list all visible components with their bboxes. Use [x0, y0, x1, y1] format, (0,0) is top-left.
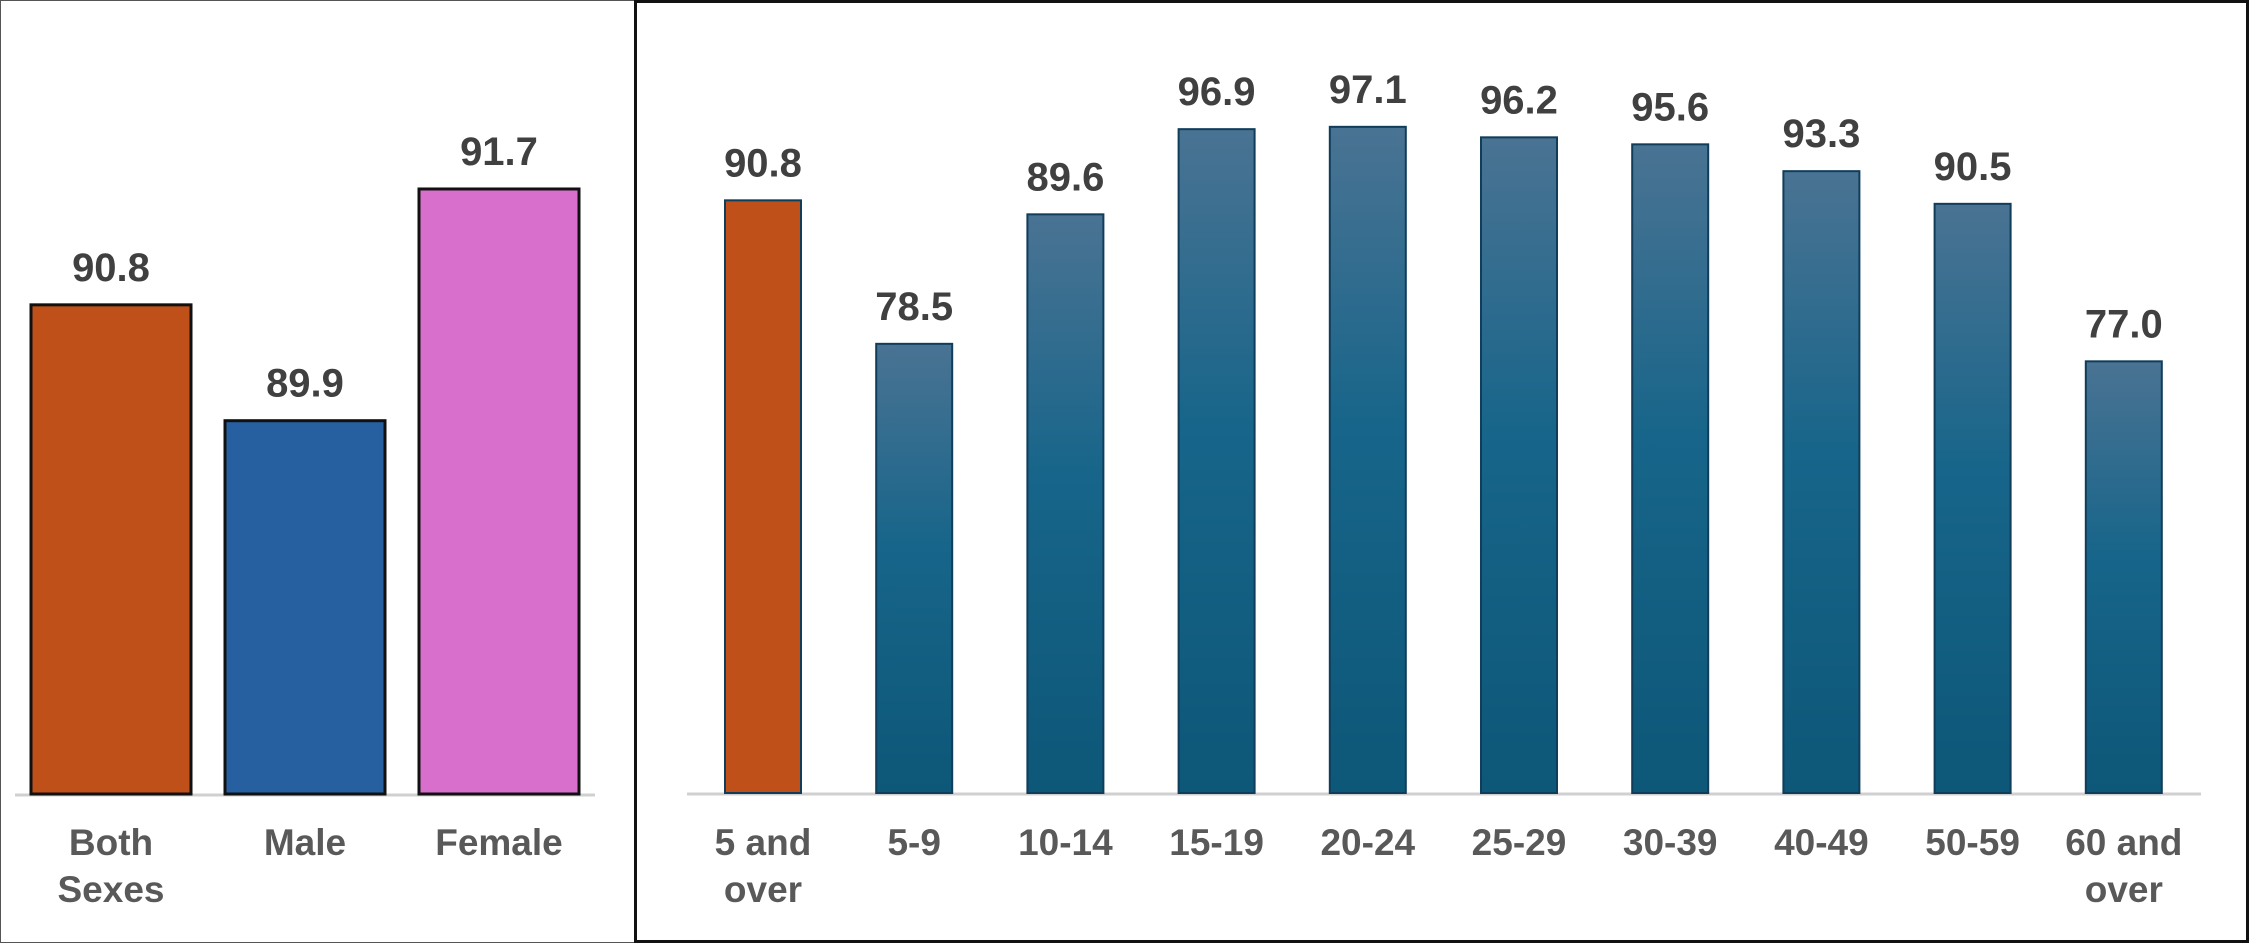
data-label-15-19: 96.9 — [1178, 70, 1256, 114]
tick-label-20-24: 20-24 — [1320, 822, 1415, 863]
tick-label-line: over — [724, 869, 802, 910]
tick-label-50-59: 50-59 — [1925, 822, 2020, 863]
age-bar-chart: 90.8 5 and over 78.5 5-9 89.6 10-14 96.9 15-19 97… — [687, 68, 2201, 910]
data-label-5-9: 78.5 — [875, 285, 953, 329]
bar-50-59 — [1933, 202, 2012, 795]
tick-label-line: Female — [435, 822, 563, 863]
data-label-30-39: 95.6 — [1631, 85, 1709, 129]
bar-60-and-over — [2084, 360, 2163, 794]
tick-label-line: 25-29 — [1472, 822, 1567, 863]
bar-30-39 — [1631, 143, 1710, 795]
bar-25-29 — [1480, 136, 1558, 795]
sex-chart-panel: 90.8 Both Sexes 89.9 Male 91.7 Female — [0, 0, 636, 943]
tick-label-line: over — [2085, 869, 2163, 910]
bar-15-19 — [1177, 128, 1256, 794]
data-label-male: 89.9 — [266, 362, 344, 406]
tick-label-15-19: 15-19 — [1169, 822, 1264, 863]
tick-label-line: 20-24 — [1320, 822, 1415, 863]
bar-5-and-over — [724, 199, 802, 795]
data-label-60-and-over: 77.0 — [2085, 302, 2163, 346]
bar-20-24 — [1328, 125, 1407, 795]
tick-label-male: Male — [264, 822, 346, 863]
bar-10-14 — [1026, 213, 1105, 795]
tick-label-line: 60 and — [2065, 822, 2182, 863]
bar-female — [417, 187, 581, 796]
tick-label-30-39: 30-39 — [1623, 822, 1718, 863]
tick-label-25-29: 25-29 — [1472, 822, 1567, 863]
tick-label-5-and-over: 5 and over — [715, 822, 812, 910]
tick-label-line: Sexes — [58, 869, 165, 910]
sex-bar-chart: 90.8 Both Sexes 89.9 Male 91.7 Female — [15, 130, 595, 910]
tick-label-both-sexes: Both Sexes — [58, 822, 165, 910]
tick-label-line: Both — [69, 822, 153, 863]
tick-label-line: 15-19 — [1169, 822, 1264, 863]
data-label-10-14: 89.6 — [1026, 155, 1104, 199]
data-label-20-24: 97.1 — [1329, 68, 1407, 112]
tick-label-line: 5-9 — [887, 822, 940, 863]
bar-5-9 — [875, 342, 954, 794]
data-label-5-and-over: 90.8 — [724, 141, 802, 185]
tick-label-line: 50-59 — [1925, 822, 2020, 863]
tick-label-line: 30-39 — [1623, 822, 1718, 863]
tick-label-60-and-over: 60 and over — [2065, 822, 2182, 910]
tick-label-female: Female — [435, 822, 563, 863]
bar-male — [223, 419, 387, 796]
tick-label-5-9: 5-9 — [887, 822, 940, 863]
tick-label-40-49: 40-49 — [1774, 822, 1869, 863]
tick-label-line: 40-49 — [1774, 822, 1869, 863]
data-label-40-49: 93.3 — [1782, 112, 1860, 156]
data-label-25-29: 96.2 — [1480, 78, 1558, 122]
age-chart-panel: 90.8 5 and over 78.5 5-9 89.6 10-14 96.9 15-19 97… — [634, 0, 2249, 943]
tick-label-line: 5 and — [715, 822, 812, 863]
tick-label-10-14: 10-14 — [1018, 822, 1113, 863]
data-label-female: 91.7 — [460, 130, 538, 174]
bar-both-sexes — [29, 303, 193, 796]
tick-label-line: 10-14 — [1018, 822, 1113, 863]
bar-40-49 — [1782, 170, 1861, 794]
data-label-50-59: 90.5 — [1934, 145, 2012, 189]
tick-label-line: Male — [264, 822, 346, 863]
data-label-both-sexes: 90.8 — [72, 246, 150, 290]
